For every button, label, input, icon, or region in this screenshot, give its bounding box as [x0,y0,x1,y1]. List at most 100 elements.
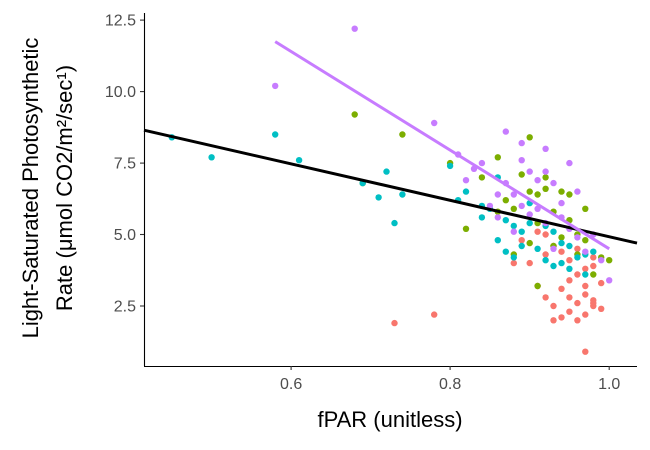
data-point-series-3 [494,214,501,221]
data-point-series-0 [582,291,589,298]
data-point-series-2 [391,219,398,227]
y-axis-title-line-2: Rate (μmol CO2/m²/sec¹) [52,65,77,311]
data-point-series-0 [574,317,581,324]
data-point-series-1 [590,271,597,278]
data-point-series-2 [272,131,279,138]
fit-line-1 [274,40,610,251]
data-point-series-3 [534,177,541,184]
x-axis-title: fPAR (unitless) [317,407,462,432]
data-point-series-0 [391,319,398,327]
data-point-series-2 [566,265,573,272]
data-point-series-0 [550,317,557,324]
data-point-series-0 [582,265,589,272]
data-point-series-0 [582,311,589,318]
y-axis-title-line-1: Light-Saturated Photosynthetic [18,38,43,339]
data-point-series-2 [295,157,303,164]
data-point-series-3 [526,168,533,175]
data-point-series-0 [566,308,573,315]
data-point-series-0 [558,285,565,292]
data-point-series-2 [590,248,597,255]
data-point-series-0 [590,299,597,307]
data-point-series-2 [526,219,533,227]
data-point-series-3 [534,205,541,212]
data-point-series-2 [518,242,525,250]
data-point-series-1 [518,171,525,178]
data-point-series-0 [550,302,557,310]
data-point-series-3 [526,211,533,218]
fit-lines [143,40,638,251]
data-point-series-2 [582,271,589,278]
y-tick-label: 2.5 [114,299,136,316]
data-point-series-2 [383,168,390,175]
data-point-series-3 [606,277,613,284]
data-point-series-3 [478,159,486,167]
data-point-series-2 [502,217,509,224]
data-point-series-0 [566,294,573,301]
data-point-series-2 [534,245,541,252]
data-point-series-3 [574,188,581,195]
data-point-series-1 [502,197,509,204]
data-point-series-0 [590,262,597,270]
data-point-series-0 [574,245,581,252]
data-point-series-3 [550,245,557,252]
data-point-series-3 [510,191,517,198]
y-tick-label: 7.5 [114,156,136,173]
data-point-series-0 [598,305,605,312]
data-point-series-3 [542,168,549,175]
data-point-series-2 [558,259,565,267]
data-point-series-3 [494,191,501,198]
data-point-series-2 [462,188,470,195]
data-point-series-2 [550,228,557,235]
data-point-series-2 [510,222,517,230]
data-point-series-0 [542,251,549,258]
data-point-series-3 [518,202,525,210]
data-point-series-2 [502,248,509,255]
data-point-series-3 [518,157,525,164]
data-point-series-1 [526,239,533,247]
data-point-series-3 [574,234,581,241]
data-point-series-2 [566,242,573,250]
data-point-series-0 [558,314,565,321]
data-point-series-1 [399,131,406,138]
data-point-series-2 [518,228,525,235]
data-point-series-3 [550,179,557,187]
data-point-series-3 [431,119,438,127]
data-point-series-2 [375,194,382,201]
y-tick-label: 5.0 [114,227,136,244]
data-point-series-2 [574,254,581,261]
data-point-series-1 [534,191,541,198]
data-point-series-3 [462,177,470,184]
fit-line-0 [143,128,638,245]
data-point-series-1 [494,154,501,161]
data-point-series-0 [590,254,597,261]
data-point-series-0 [510,259,517,267]
data-point-series-3 [502,128,509,135]
data-point-series-0 [534,228,541,235]
data-point-series-0 [526,259,533,267]
data-point-series-1 [542,174,549,181]
data-point-series-2 [399,191,406,198]
data-point-series-0 [574,299,581,307]
data-point-series-0 [582,348,589,355]
data-point-series-3 [566,159,573,167]
data-point-series-2 [494,237,501,244]
x-tick-label: 0.8 [439,376,461,393]
data-point-series-1 [542,185,549,192]
data-point-series-2 [558,239,565,247]
data-point-series-0 [574,271,581,278]
data-point-series-2 [478,214,486,221]
data-point-series-1 [558,188,565,195]
data-point-series-3 [542,145,549,152]
data-point-series-2 [550,262,557,270]
data-point-series-1 [510,205,517,212]
x-tick-label: 1.0 [598,376,620,393]
data-point-series-2 [542,257,549,264]
y-tick-label: 10.0 [105,84,136,101]
x-tick-label: 0.6 [280,376,302,393]
data-point-series-1 [478,174,486,181]
data-point-series-0 [566,277,573,284]
data-point-series-1 [558,234,565,241]
data-point-series-3 [518,139,525,147]
data-point-series-3 [558,199,565,207]
data-point-series-1 [582,237,589,244]
